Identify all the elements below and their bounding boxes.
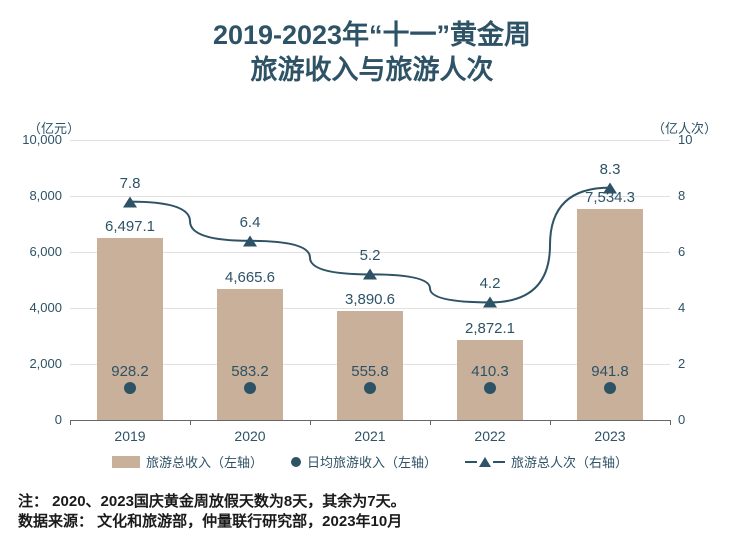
x-tick-label: 2019 (114, 428, 145, 444)
y-left-tick: 4,000 (2, 300, 62, 315)
triangle-marker (603, 182, 617, 193)
title-line-1: 2019-2023年“十一”黄金周 (0, 18, 744, 53)
y-right-tick: 4 (678, 300, 718, 315)
line-value-label: 7.8 (120, 175, 141, 192)
x-tick-mark (550, 420, 551, 425)
x-tick-label: 2023 (594, 428, 625, 444)
legend-label: 日均旅游收入（左轴） (307, 452, 437, 471)
dot-marker (124, 382, 136, 394)
dot-marker (364, 382, 376, 394)
triangle-marker (243, 235, 257, 246)
x-tick-mark (670, 420, 671, 425)
dot-marker (244, 382, 256, 394)
y-right-tick: 2 (678, 356, 718, 371)
line-value-label: 4.2 (480, 275, 501, 292)
legend-label: 旅游总人次（右轴） (511, 452, 628, 471)
dot-value-label: 555.8 (351, 363, 389, 380)
y-left-tick: 0 (2, 412, 62, 427)
x-tick-mark (70, 420, 71, 425)
line-value-label: 5.2 (360, 247, 381, 264)
y-right-tick: 8 (678, 188, 718, 203)
x-tick-mark (310, 420, 311, 425)
triangle-marker (483, 297, 497, 308)
y-left-tick: 8,000 (2, 188, 62, 203)
y-left-tick: 2,000 (2, 356, 62, 371)
line-value-label: 6.4 (240, 214, 261, 231)
legend: 旅游总收入（左轴） 日均旅游收入（左轴） 旅游总人次（右轴） (70, 452, 670, 471)
title-line-2: 旅游收入与旅游人次 (0, 53, 744, 88)
dot-value-label: 928.2 (111, 363, 149, 380)
legend-item: 旅游总人次（右轴） (465, 452, 628, 471)
y-left-tick: 6,000 (2, 244, 62, 259)
x-tick-mark (190, 420, 191, 425)
triangle-marker (123, 196, 137, 207)
x-tick-label: 2021 (354, 428, 385, 444)
legend-dot-icon (291, 457, 301, 467)
y-left-tick: 10,000 (2, 132, 62, 147)
y-right-tick: 6 (678, 244, 718, 259)
chart-plot-area: 02,0004,0006,0008,00010,00002468106,497.… (70, 140, 670, 420)
footnote-line-2: 数据来源： 文化和旅游部，仲量联行研究部，2023年10月 (18, 510, 402, 531)
triangle-marker (363, 269, 377, 280)
dot-marker (484, 382, 496, 394)
x-axis-line (70, 420, 670, 421)
legend-label: 旅游总收入（左轴） (146, 452, 263, 471)
y-right-tick: 10 (678, 132, 718, 147)
chart-title: 2019-2023年“十一”黄金周 旅游收入与旅游人次 (0, 0, 744, 88)
x-tick-label: 2022 (474, 428, 505, 444)
legend-item: 旅游总收入（左轴） (112, 452, 263, 471)
legend-item: 日均旅游收入（左轴） (291, 452, 437, 471)
dot-value-label: 941.8 (591, 363, 629, 380)
dot-marker (604, 382, 616, 394)
legend-bar-icon (112, 456, 140, 468)
line-value-label: 8.3 (600, 161, 621, 178)
dot-value-label: 410.3 (471, 363, 509, 380)
y-right-tick: 0 (678, 412, 718, 427)
footnote-line-1: 注： 2020、2023国庆黄金周放假天数为8天，其余为7天。 (18, 490, 406, 511)
legend-triangle-icon (465, 457, 505, 467)
x-tick-mark (430, 420, 431, 425)
x-tick-label: 2020 (234, 428, 265, 444)
dot-value-label: 583.2 (231, 363, 269, 380)
